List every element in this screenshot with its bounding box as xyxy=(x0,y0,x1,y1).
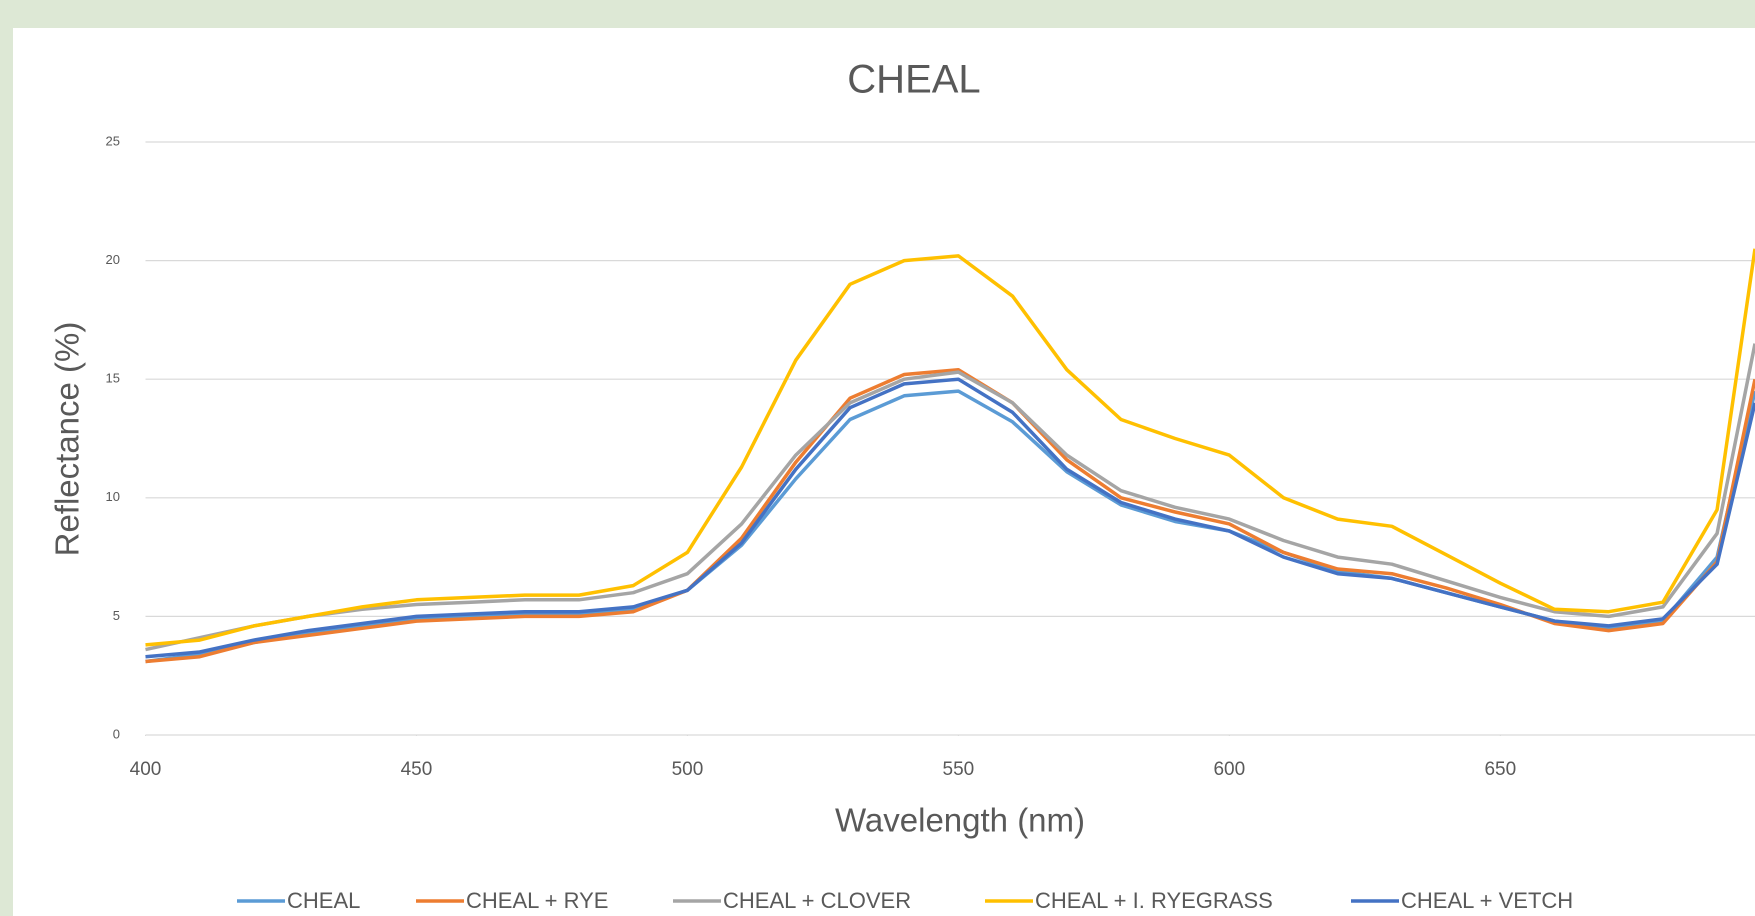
x-axis-title: Wavelength (nm) xyxy=(835,802,1085,839)
legend-label: CHEAL xyxy=(287,888,360,913)
x-tick-label: 450 xyxy=(401,759,433,780)
y-tick-label: 25 xyxy=(106,133,120,148)
series-line xyxy=(145,367,1755,664)
chart-title: CHEAL xyxy=(847,58,980,102)
x-tick-label: 400 xyxy=(130,759,162,780)
legend-label: CHEAL + I. RYEGRASS xyxy=(1035,888,1273,913)
x-tick-label: 550 xyxy=(943,759,975,780)
legend-label: CHEAL + RYE xyxy=(466,888,608,913)
y-tick-label: 20 xyxy=(106,252,120,267)
series-line xyxy=(145,377,1755,659)
y-tick-label: 10 xyxy=(106,489,120,504)
legend-label: CHEAL + CLOVER xyxy=(723,888,911,913)
legend-label: CHEAL + VETCH xyxy=(1401,888,1573,913)
x-tick-label: 500 xyxy=(672,759,704,780)
x-tick-label: 600 xyxy=(1213,759,1245,780)
y-tick-label: 15 xyxy=(106,371,120,386)
series-line xyxy=(145,343,1755,652)
y-tick-label: 5 xyxy=(113,608,120,623)
x-tick-label: 650 xyxy=(1484,759,1516,780)
chart-card xyxy=(13,28,1755,916)
y-tick-label: 0 xyxy=(113,726,120,741)
y-axis-title: Reflectance (%) xyxy=(49,322,86,557)
series-line xyxy=(145,248,1755,647)
